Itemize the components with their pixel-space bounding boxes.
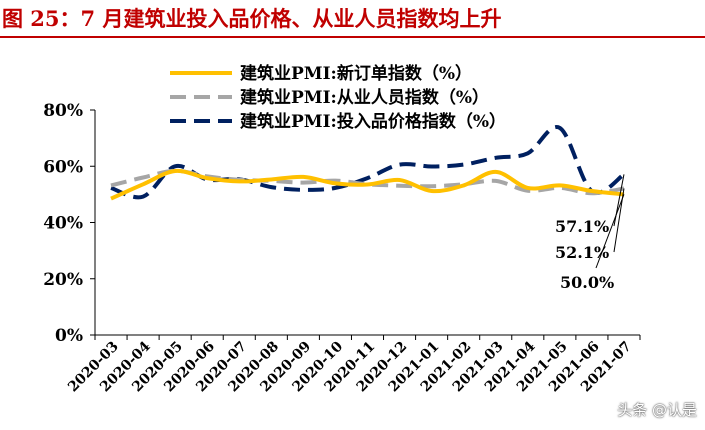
watermark: 头条 @认是 bbox=[617, 401, 697, 419]
chart-annotations: 57.1% 52.1% 50.0% bbox=[555, 174, 625, 292]
y-tick-label: 20% bbox=[43, 270, 83, 290]
chart-legend: 建筑业PMI:新订单指数（%） 建筑业PMI:从业人员指数（%） 建筑业PMI:投入… bbox=[170, 63, 506, 132]
annotation-label: 52.1% bbox=[555, 243, 609, 262]
y-tick-label: 80% bbox=[43, 101, 83, 121]
annotation-label: 50.0% bbox=[560, 273, 614, 292]
y-tick-label: 60% bbox=[43, 157, 83, 177]
chart-axes: 0%20%40%60%80%2020-032020-042020-052020-… bbox=[43, 101, 641, 395]
legend-label-3: 建筑业PMI:投入品价格指数（%） bbox=[240, 111, 506, 132]
title-divider bbox=[0, 36, 705, 38]
legend-label-2: 建筑业PMI:从业人员指数（%） bbox=[240, 87, 489, 108]
annotation-leader bbox=[595, 194, 625, 269]
series-line-1 bbox=[110, 168, 625, 201]
annotation-label: 57.1% bbox=[555, 217, 609, 236]
y-tick-label: 40% bbox=[43, 214, 83, 234]
figure-title: 图 25：7 月建筑业投入品价格、从业人员指数均上升 bbox=[2, 6, 502, 31]
y-tick-label: 0% bbox=[55, 326, 83, 346]
legend-label-1: 建筑业PMI:新订单指数（%） bbox=[240, 63, 472, 84]
chart-lines bbox=[110, 125, 626, 201]
